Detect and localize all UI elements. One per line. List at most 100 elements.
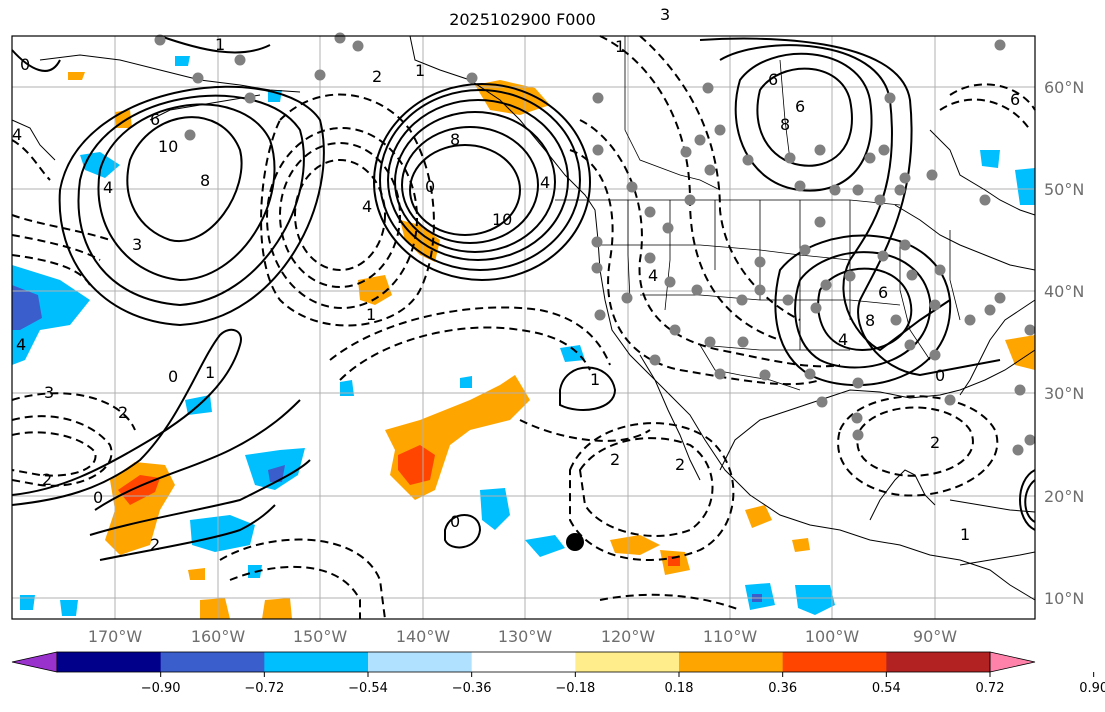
station-dot xyxy=(649,354,661,366)
storm-marker xyxy=(566,533,584,551)
contour-label: 0 xyxy=(425,177,435,196)
contour-label: 0 xyxy=(93,488,103,507)
colorbar: −0.90 −0.72 −0.54 −0.36 −0.18 0.18 0.36 0.54 0.7… xyxy=(11,651,1105,696)
station-dot xyxy=(784,152,796,164)
station-dot xyxy=(877,250,889,262)
contour-label: 1 xyxy=(205,363,215,382)
station-dot xyxy=(799,244,811,256)
station-dot xyxy=(594,309,606,321)
station-dot xyxy=(884,92,896,104)
contour-label: 6 xyxy=(795,97,805,116)
station-dot xyxy=(626,181,638,193)
station-dot xyxy=(680,146,692,158)
station-dot xyxy=(944,394,956,406)
station-dot xyxy=(1012,444,1024,456)
station-dot xyxy=(994,292,1006,304)
station-dot xyxy=(704,336,716,348)
contour-label: 2 xyxy=(675,455,685,474)
station-dot xyxy=(754,256,766,268)
station-dot xyxy=(669,324,681,336)
lat-label: 40°N xyxy=(1044,282,1084,301)
station-dot xyxy=(852,184,864,196)
anomaly-shading xyxy=(12,56,1035,619)
colorbar-segment xyxy=(679,652,784,672)
station-dot xyxy=(906,269,918,281)
station-dot xyxy=(816,396,828,408)
station-dot xyxy=(314,69,326,81)
colorbar-extend-high xyxy=(989,651,1036,673)
latitude-labels: 60°N 50°N 40°N 30°N 20°N 10°N xyxy=(1044,78,1084,608)
station-dot xyxy=(736,294,748,306)
contour-label: 0 xyxy=(450,512,460,531)
station-dot xyxy=(702,82,714,94)
station-dot xyxy=(1024,434,1036,446)
station-dot xyxy=(979,194,991,206)
station-dot xyxy=(874,194,886,206)
colorbar-tick-label: −0.18 xyxy=(555,681,595,696)
contour-label: 10 xyxy=(158,137,178,156)
contour-label: 8 xyxy=(780,115,790,134)
colorbar-segment xyxy=(471,652,576,672)
station-dot xyxy=(852,377,864,389)
lat-label: 50°N xyxy=(1044,180,1084,199)
contour-label: 1 xyxy=(415,61,425,80)
station-dot xyxy=(814,216,826,228)
station-dot xyxy=(994,39,1006,51)
contour-label: 0 xyxy=(20,55,30,74)
station-dot xyxy=(820,279,832,291)
colorbar-outline xyxy=(56,651,991,673)
station-dot xyxy=(684,194,696,206)
colorbar-segment xyxy=(368,652,473,672)
station-dot xyxy=(926,169,938,181)
station-dot xyxy=(754,284,766,296)
contour-label: 4 xyxy=(16,335,26,354)
contour-label: 0 xyxy=(935,366,945,385)
solid-contours xyxy=(11,35,1036,561)
map-frame xyxy=(11,35,1036,620)
lon-label: 150°W xyxy=(293,627,348,646)
contour-label: 8 xyxy=(865,311,875,330)
station-dot xyxy=(929,349,941,361)
contour-label: 10 xyxy=(492,210,512,229)
contour-labels: 6 10 8 3 4 4 2 0 1 1 4 0 8 10 4 6 1 3 6 … xyxy=(12,5,1020,554)
station-dot xyxy=(782,294,794,306)
station-dot xyxy=(851,412,863,424)
station-dot xyxy=(742,154,754,166)
station-dot xyxy=(829,184,841,196)
station-dot xyxy=(621,292,633,304)
contour-label: 1 xyxy=(215,35,225,54)
contour-label: 6 xyxy=(150,110,160,129)
contour-label: 0 xyxy=(168,367,178,386)
political-borders xyxy=(555,36,961,391)
station-dot xyxy=(814,144,826,156)
station-dot xyxy=(192,72,204,84)
contour-label: 1 xyxy=(615,37,625,56)
station-dot xyxy=(691,284,703,296)
contour-label: 8 xyxy=(450,130,460,149)
contour-label: 4 xyxy=(648,266,658,285)
station-dot xyxy=(737,336,749,348)
contour-label: 4 xyxy=(103,178,113,197)
station-dot xyxy=(1024,324,1036,336)
colorbar-tick-label: −0.36 xyxy=(452,681,492,696)
station-dot xyxy=(694,134,706,146)
lon-label: 140°W xyxy=(396,627,451,646)
station-dot xyxy=(899,239,911,251)
contour-label: 6 xyxy=(878,283,888,302)
station-dot xyxy=(591,262,603,274)
lat-label: 60°N xyxy=(1044,78,1084,97)
lat-label: 10°N xyxy=(1044,589,1084,608)
colorbar-tick-label: 0.90 xyxy=(1079,681,1105,696)
contour-label: 4 xyxy=(12,125,22,144)
contour-label: 3 xyxy=(44,383,54,402)
station-dot xyxy=(878,144,890,156)
contour-label: 3 xyxy=(660,5,670,24)
station-dot xyxy=(852,429,864,441)
contour-label: 2 xyxy=(150,535,160,554)
contour-label: 1 xyxy=(590,370,600,389)
contour-label: 3 xyxy=(132,235,142,254)
colorbar-tick-label: 0.54 xyxy=(872,681,901,696)
station-dots xyxy=(154,32,1036,456)
colorbar-segment xyxy=(57,652,162,672)
